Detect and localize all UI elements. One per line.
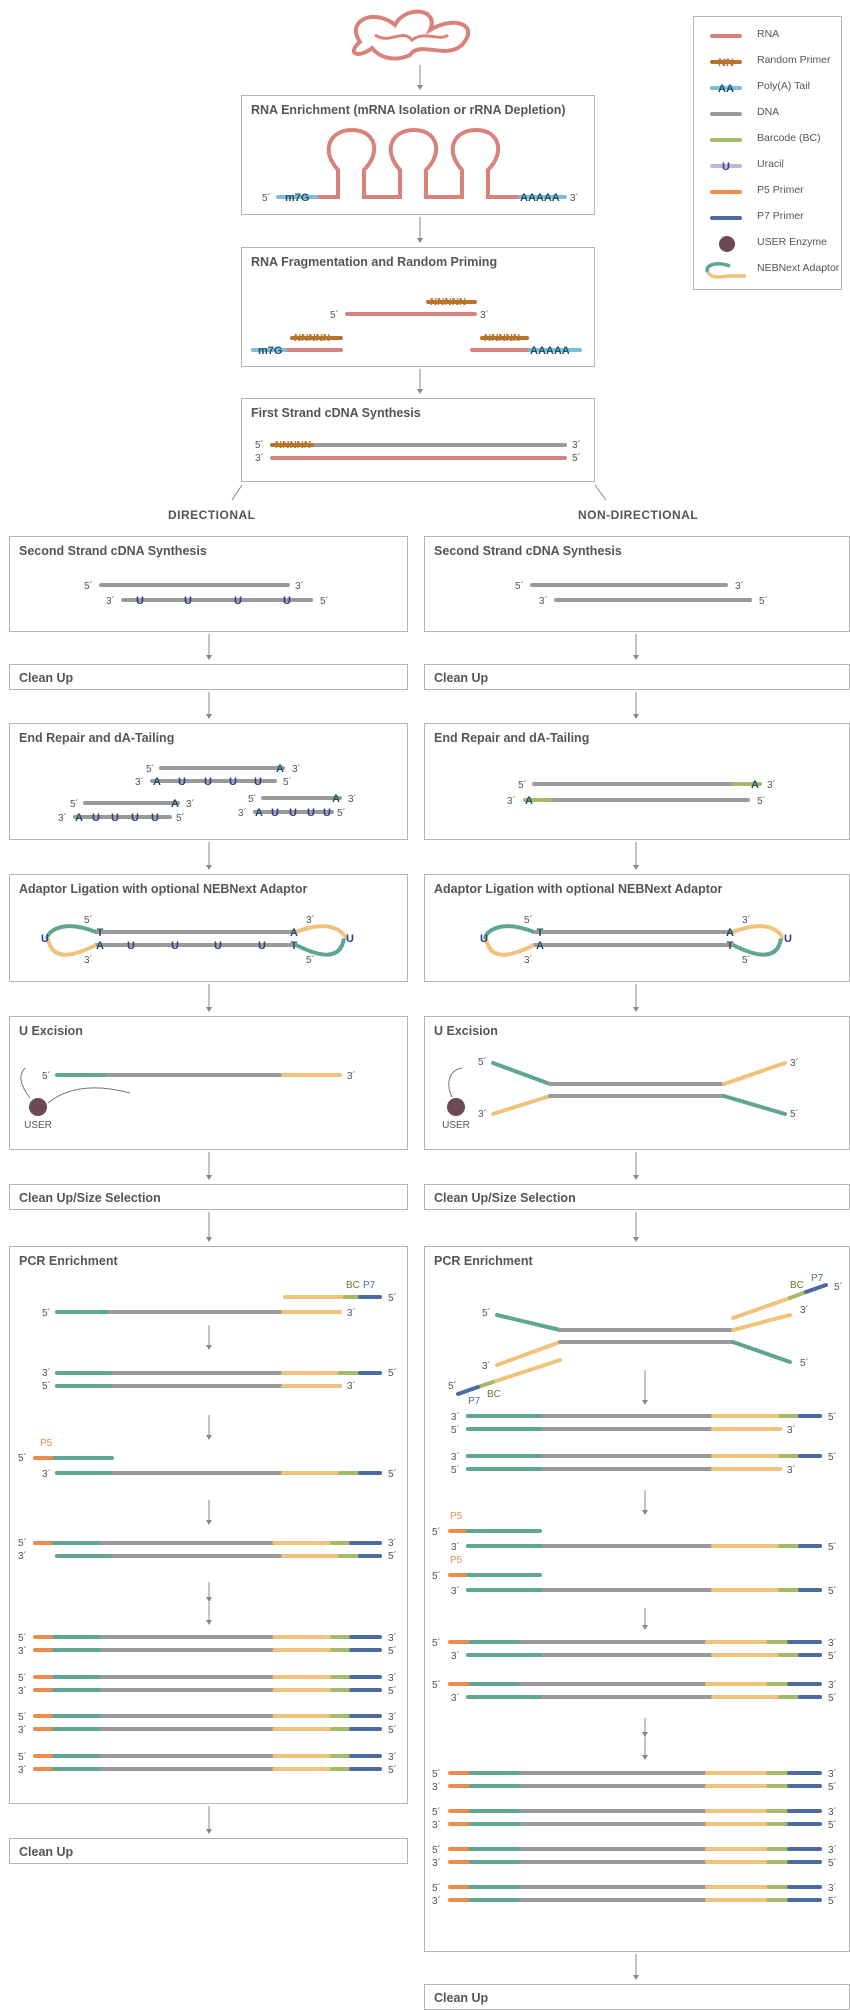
step-title: Clean Up bbox=[19, 671, 74, 685]
dir-pcr-box: PCR Enrichment bbox=[9, 1246, 408, 1804]
p7-primer-icon bbox=[710, 216, 742, 220]
rna-loop-icon bbox=[374, 33, 449, 43]
dir-end-repair-box: End Repair and dA-Tailing bbox=[9, 723, 408, 840]
step-title: Clean Up bbox=[434, 1991, 489, 2005]
step-title: Adaptor Ligation with optional NEBNext A… bbox=[19, 882, 308, 896]
legend-item: NN Random Primer bbox=[694, 52, 843, 74]
dir-second-strand-box: Second Strand cDNA Synthesis bbox=[9, 536, 408, 632]
step-title: Second Strand cDNA Synthesis bbox=[19, 544, 207, 558]
nd-cleanup-final-box: Clean Up bbox=[424, 1984, 850, 2010]
rna-fragmentation-box: RNA Fragmentation and Random Priming bbox=[241, 247, 595, 367]
legend-label: P7 Primer bbox=[757, 210, 804, 222]
dir-cleanup-box: Clean Up bbox=[9, 664, 408, 690]
legend: RNA NN Random Primer AA Poly(A) Tail DNA Barco… bbox=[693, 16, 842, 290]
arrow-head-icon bbox=[206, 1007, 212, 1012]
legend-item: P7 Primer bbox=[694, 208, 843, 230]
step-title: U Excision bbox=[19, 1024, 83, 1038]
nd-second-strand-box: Second Strand cDNA Synthesis bbox=[424, 536, 850, 632]
dir-cleanup-final-box: Clean Up bbox=[9, 1838, 408, 1864]
uracil-icon: U bbox=[710, 161, 742, 173]
arrow-head-icon bbox=[206, 1829, 212, 1834]
legend-item: AA Poly(A) Tail bbox=[694, 78, 843, 100]
legend-item: RNA bbox=[694, 26, 843, 48]
p5-primer-icon bbox=[710, 190, 742, 194]
rna-enrichment-box: RNA Enrichment (mRNA Isolation or rRNA D… bbox=[241, 95, 595, 215]
arrow-head-icon bbox=[633, 865, 639, 870]
nd-pcr-box: PCR Enrichment bbox=[424, 1246, 850, 1952]
nebnext-adaptor-icon bbox=[705, 262, 746, 279]
svg-text:AA: AA bbox=[718, 83, 734, 95]
barcode-icon bbox=[710, 138, 742, 142]
legend-item: NEBNext Adaptor bbox=[694, 260, 843, 282]
step-title: End Repair and dA-Tailing bbox=[434, 731, 590, 745]
first-strand-box: First Strand cDNA Synthesis bbox=[241, 398, 595, 482]
legend-label: USER Enzyme bbox=[757, 236, 828, 248]
rna-strand-icon bbox=[710, 34, 742, 38]
polya-tail-icon: AA bbox=[710, 83, 742, 95]
legend-label: Poly(A) Tail bbox=[757, 80, 810, 92]
step-title: End Repair and dA-Tailing bbox=[19, 731, 175, 745]
directional-heading: DIRECTIONAL bbox=[168, 508, 256, 522]
legend-item: DNA bbox=[694, 104, 843, 126]
legend-label: Random Primer bbox=[757, 54, 831, 66]
step-title: Clean Up/Size Selection bbox=[434, 1191, 576, 1205]
arrow-head-icon bbox=[633, 1007, 639, 1012]
legend-label: P5 Primer bbox=[757, 184, 804, 196]
dir-u-excision-box: U Excision bbox=[9, 1016, 408, 1150]
step-title: Second Strand cDNA Synthesis bbox=[434, 544, 622, 558]
step-title: Adaptor Ligation with optional NEBNext A… bbox=[434, 882, 723, 896]
nd-cleanup-size-box: Clean Up/Size Selection bbox=[424, 1184, 850, 1210]
arrow-head-icon bbox=[417, 238, 423, 243]
arrow-head-icon bbox=[206, 865, 212, 870]
flow-arrow bbox=[231, 484, 243, 501]
step-title: Clean Up bbox=[434, 671, 489, 685]
step-title: U Excision bbox=[434, 1024, 498, 1038]
dna-strand-icon bbox=[710, 112, 742, 116]
arrow-head-icon bbox=[633, 1975, 639, 1980]
nd-end-repair-box: End Repair and dA-Tailing bbox=[424, 723, 850, 840]
legend-item: U Uracil bbox=[694, 156, 843, 178]
legend-item: Barcode (BC) bbox=[694, 130, 843, 152]
dir-cleanup-size-box: Clean Up/Size Selection bbox=[9, 1184, 408, 1210]
nd-ligation-box: Adaptor Ligation with optional NEBNext A… bbox=[424, 874, 850, 982]
legend-label: RNA bbox=[757, 28, 780, 40]
random-primer-icon: NN bbox=[710, 57, 742, 69]
arrow-head-icon bbox=[206, 1175, 212, 1180]
legend-item: USER Enzyme bbox=[694, 234, 843, 256]
arrow-head-icon bbox=[633, 1237, 639, 1242]
step-title: PCR Enrichment bbox=[19, 1254, 118, 1268]
step-title: PCR Enrichment bbox=[434, 1254, 533, 1268]
step-title: Clean Up/Size Selection bbox=[19, 1191, 161, 1205]
legend-item: P5 Primer bbox=[694, 182, 843, 204]
legend-label: Barcode (BC) bbox=[757, 132, 821, 144]
step-title: RNA Fragmentation and Random Priming bbox=[251, 255, 498, 269]
nd-u-excision-box: U Excision bbox=[424, 1016, 850, 1150]
dir-ligation-box: Adaptor Ligation with optional NEBNext A… bbox=[9, 874, 408, 982]
step-title: RNA Enrichment (mRNA Isolation or rRNA D… bbox=[251, 103, 566, 117]
legend-label: Uracil bbox=[757, 158, 784, 170]
arrow-head-icon bbox=[417, 85, 423, 90]
arrow-head-icon bbox=[633, 714, 639, 719]
arrow-head-icon bbox=[633, 655, 639, 660]
step-title: Clean Up bbox=[19, 1845, 74, 1859]
arrow-head-icon bbox=[417, 389, 423, 394]
arrow-head-icon bbox=[633, 1175, 639, 1180]
arrow-head-icon bbox=[206, 714, 212, 719]
nd-cleanup-box: Clean Up bbox=[424, 664, 850, 690]
arrow-head-icon bbox=[206, 655, 212, 660]
svg-text:NN: NN bbox=[718, 57, 734, 69]
user-enzyme-icon bbox=[719, 236, 735, 252]
step-title: First Strand cDNA Synthesis bbox=[251, 406, 421, 420]
legend-label: NEBNext Adaptor bbox=[757, 262, 840, 274]
non-directional-heading: NON-DIRECTIONAL bbox=[578, 508, 699, 522]
arrow-head-icon bbox=[206, 1237, 212, 1242]
legend-label: DNA bbox=[757, 106, 780, 118]
flow-arrow bbox=[594, 484, 607, 501]
rna-loop-icon bbox=[351, 9, 470, 61]
svg-text:U: U bbox=[722, 161, 730, 173]
